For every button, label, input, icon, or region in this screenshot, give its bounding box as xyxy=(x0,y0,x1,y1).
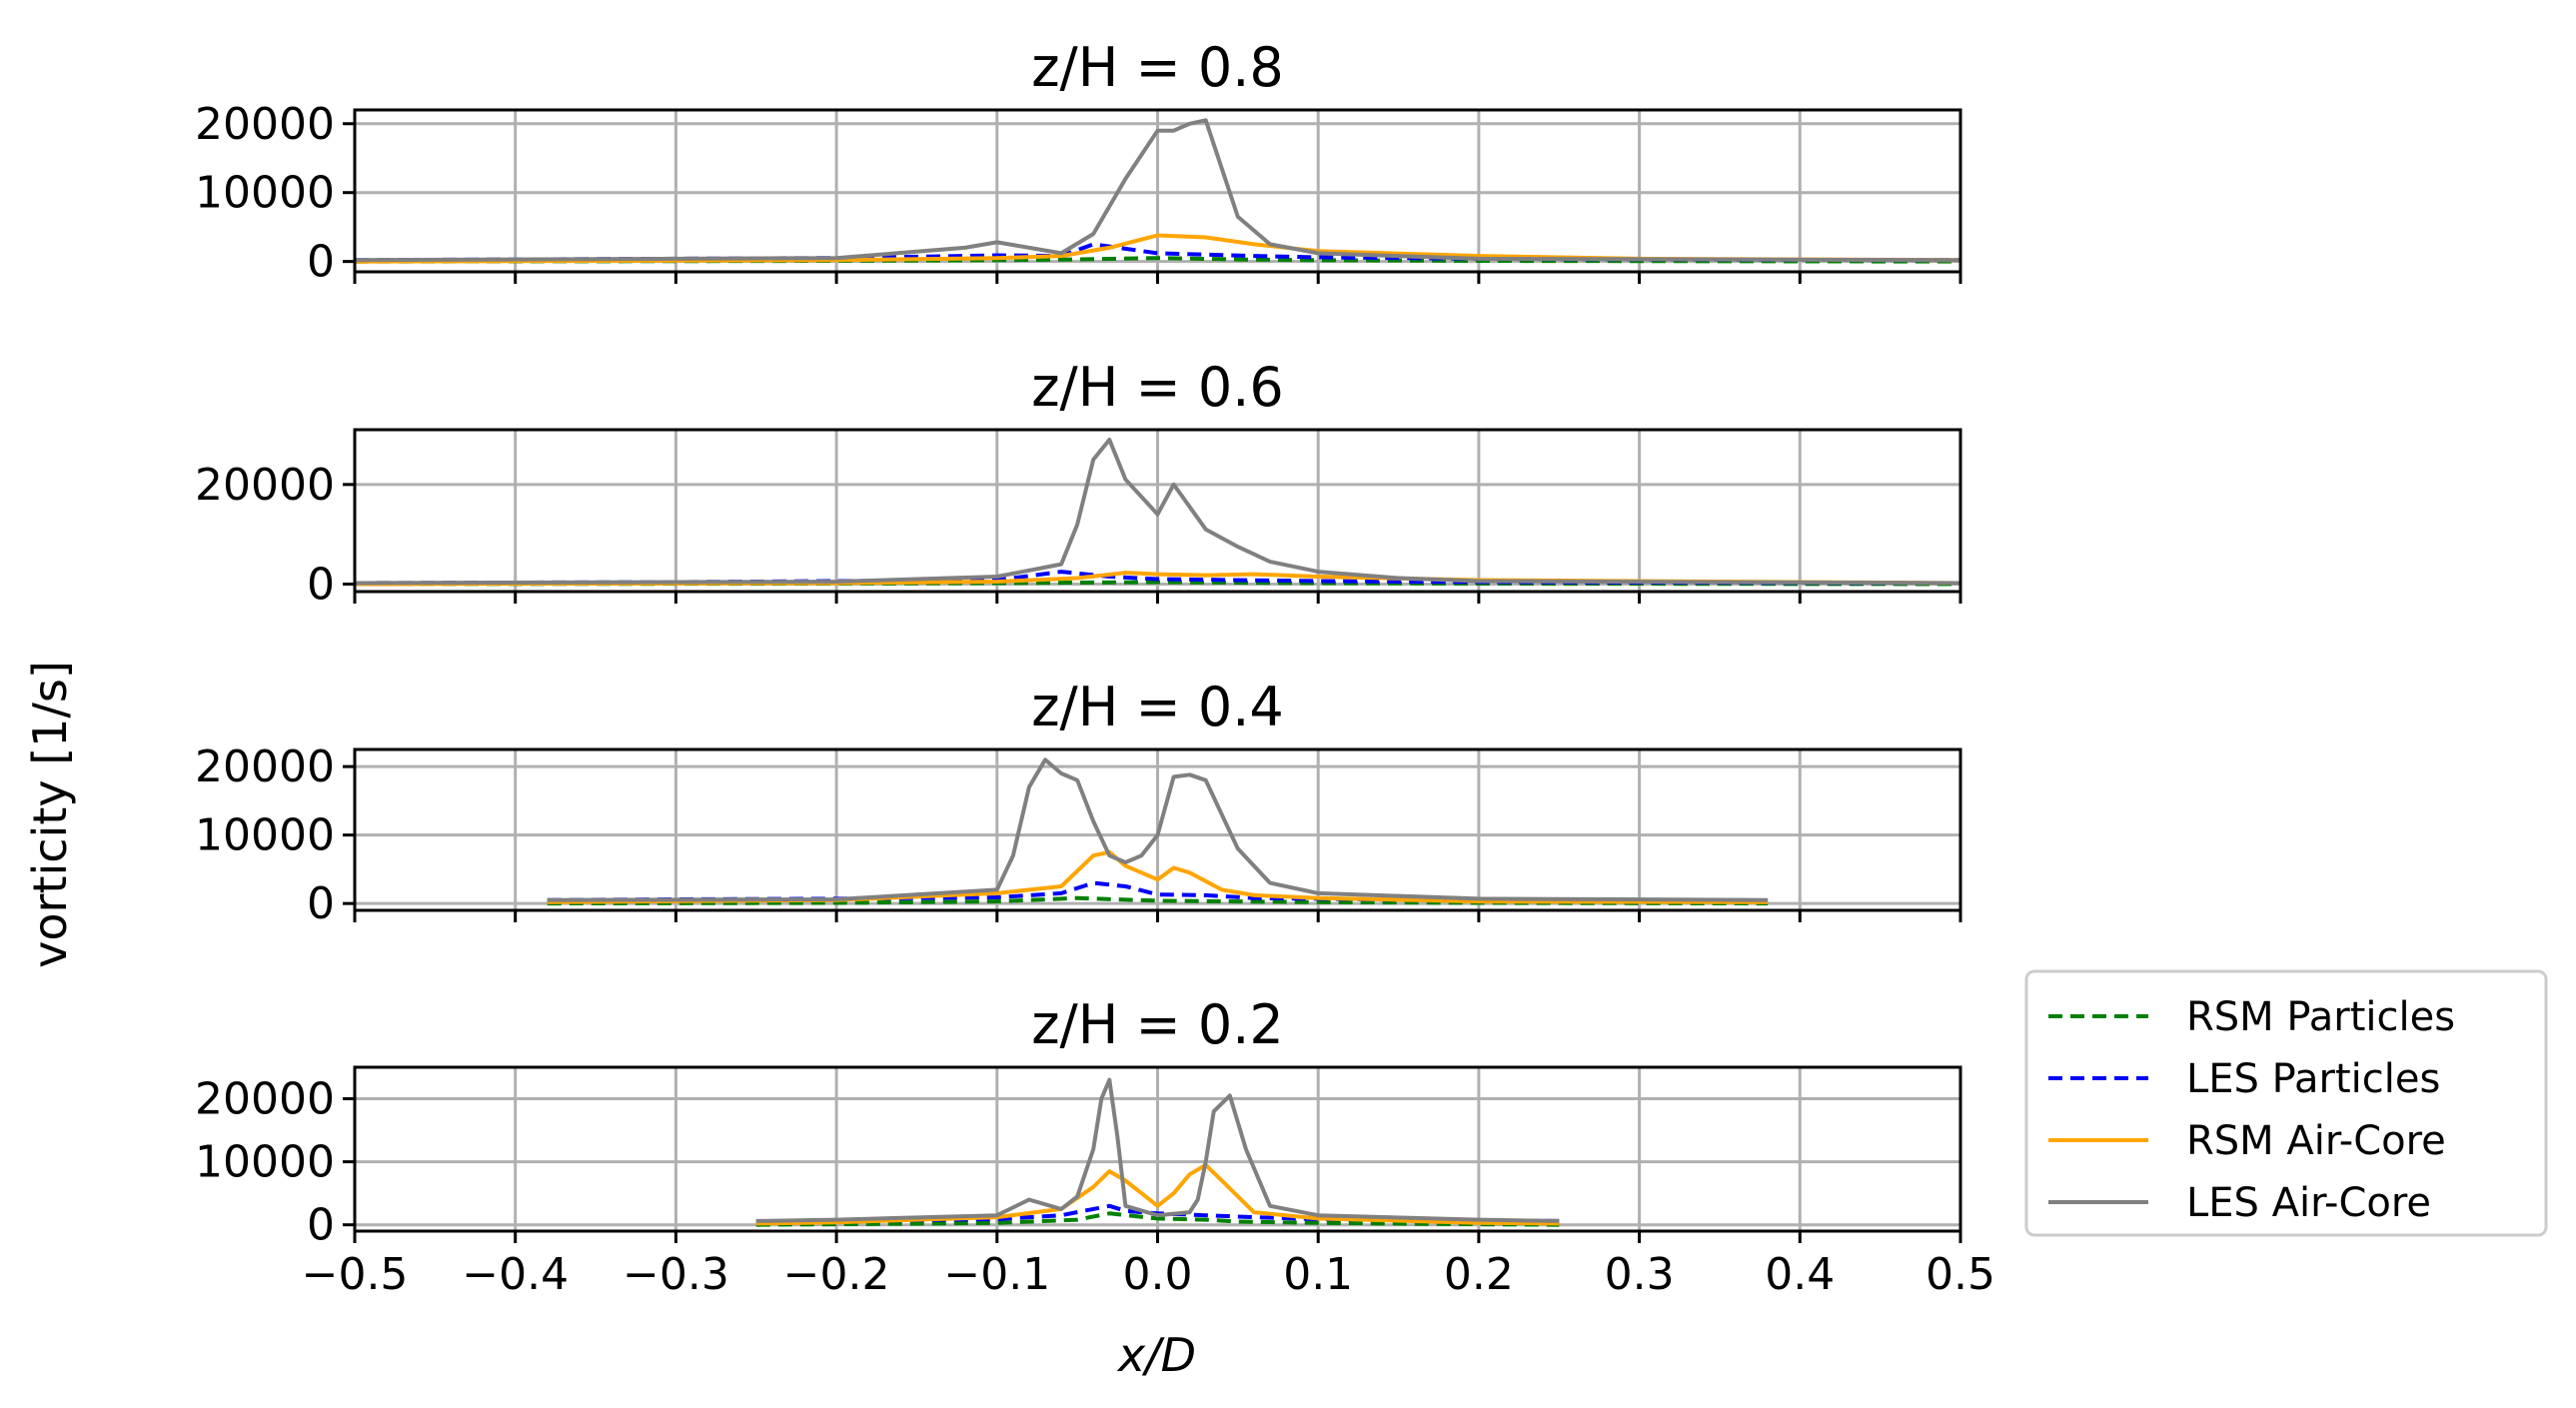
panel-1: 0 10000 20000 z/H = 0.8 xyxy=(195,36,1962,288)
series-line-rsm-particles xyxy=(547,895,1769,906)
series-line-rsm-particles xyxy=(755,1211,1560,1227)
x-axis-label: x/D xyxy=(1116,1328,1196,1382)
legend-box xyxy=(2024,969,2548,1237)
x-tick-label: −0.1 xyxy=(943,1249,1050,1300)
y-tick-label: 10000 xyxy=(195,1137,335,1188)
series-line-rsm-air-core xyxy=(355,233,1960,264)
y-tick-label: 0 xyxy=(307,237,335,288)
series-line-rsm-air-core xyxy=(755,1162,1560,1226)
panel-title: z/H = 0.6 xyxy=(1031,356,1284,419)
panel-title: z/H = 0.4 xyxy=(1031,676,1284,738)
series-group xyxy=(547,757,1769,906)
x-tick-label: 0.4 xyxy=(1765,1249,1835,1300)
panel-2: 0 20000 z/H = 0.6 xyxy=(195,356,1962,611)
y-tick-label: 20000 xyxy=(195,1074,335,1125)
y-tick-label: 0 xyxy=(307,560,335,611)
legend-label: LES Particles xyxy=(2186,1056,2440,1102)
series-line-rsm-air-core xyxy=(547,849,1769,904)
legend: RSM Particles LES Particles RSM Air-Core LE… xyxy=(2024,969,2548,1237)
y-tick-label: 20000 xyxy=(195,741,335,792)
x-tick-label: −0.3 xyxy=(623,1249,729,1300)
y-tick-label: 20000 xyxy=(195,99,335,150)
panel-title: z/H = 0.2 xyxy=(1031,993,1284,1056)
x-tick-label: −0.5 xyxy=(302,1249,409,1300)
series-line-les-air-core xyxy=(755,1077,1560,1223)
legend-label: RSM Particles xyxy=(2186,994,2455,1040)
y-axis-label: vorticity [1/s] xyxy=(23,661,77,968)
legend-label: RSM Air-Core xyxy=(2186,1118,2446,1164)
series-line-les-air-core xyxy=(547,757,1769,902)
y-tick-label: 10000 xyxy=(195,168,335,219)
series-group xyxy=(355,438,1960,587)
y-tick-label: 20000 xyxy=(195,460,335,511)
series-group xyxy=(355,118,1960,264)
panel-title: z/H = 0.8 xyxy=(1031,36,1284,99)
x-tick-label: 0.2 xyxy=(1444,1249,1514,1300)
x-tick-label: 0.3 xyxy=(1605,1249,1675,1300)
x-tick-label: 0.1 xyxy=(1283,1249,1353,1300)
series-line-les-air-core xyxy=(355,438,1960,586)
legend-label: LES Air-Core xyxy=(2186,1180,2431,1226)
x-tick-label: 0.5 xyxy=(1926,1249,1995,1300)
y-tick-label: 0 xyxy=(307,1200,335,1251)
x-tick-label: −0.4 xyxy=(462,1249,569,1300)
series-line-les-air-core xyxy=(355,118,1960,263)
panels-group: 0 10000 20000 z/H = 0.8 0 20000 z/H = 0.6 0 1000… xyxy=(195,36,1995,1300)
panel-3: 0 10000 20000 z/H = 0.4 xyxy=(195,676,1962,929)
y-tick-label: 0 xyxy=(307,878,335,929)
series-group xyxy=(755,1077,1560,1227)
y-tick-label: 10000 xyxy=(195,810,335,861)
x-tick-label: −0.2 xyxy=(783,1249,890,1300)
x-tick-label: 0.0 xyxy=(1123,1249,1193,1300)
panel-4: −0.5 −0.4 −0.3 −0.2 −0.1 0.0 0.1 0.2 0.3 0.4 0.5 0 1… xyxy=(195,993,1995,1300)
